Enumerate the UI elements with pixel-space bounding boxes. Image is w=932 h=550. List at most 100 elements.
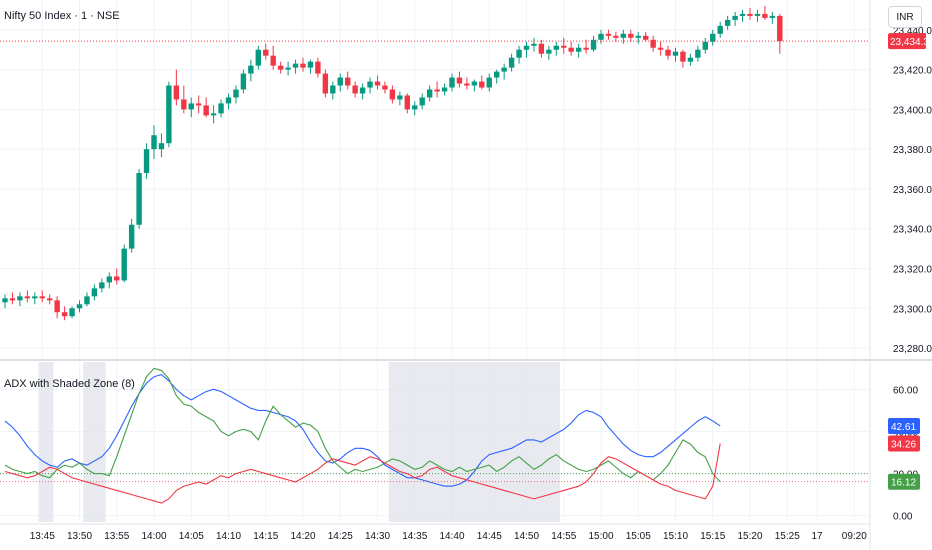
candle-body: [762, 13, 768, 18]
candle-body: [777, 15, 783, 42]
candle-body: [538, 43, 545, 54]
candle-body: [330, 85, 336, 94]
chart-title: Nifty 50 Index · 1 · NSE: [4, 10, 120, 22]
candle-body: [181, 99, 187, 110]
candle-body: [285, 67, 291, 70]
candle-body: [419, 97, 425, 106]
di_minus-line: [4, 443, 721, 504]
candle-body: [754, 13, 761, 16]
price-axis-tick-label: 23,320.00: [893, 265, 932, 276]
candle-body: [583, 47, 589, 50]
candle-body: [561, 45, 567, 48]
time-axis-tick-label: 14:40: [439, 531, 464, 542]
candle-body: [76, 304, 83, 309]
price-axis-tick-label: 23,340.00: [893, 225, 932, 236]
indicator-axis-tick-label: 0.00: [893, 512, 913, 523]
candle-body: [173, 85, 180, 100]
candle-body: [233, 89, 239, 98]
candle-body: [210, 113, 217, 116]
candle-body: [643, 35, 649, 40]
di_minus-value-badge: [888, 435, 920, 452]
grid: [0, 0, 870, 522]
candle-body: [188, 103, 194, 110]
candle-body: [516, 49, 522, 58]
candle-body: [628, 33, 634, 38]
candle-body: [598, 33, 604, 40]
time-axis-tick-label: 13:50: [67, 531, 92, 542]
candle-body: [575, 47, 582, 52]
candle-body: [650, 39, 656, 48]
di_minus-value-label: 34.26: [891, 440, 916, 451]
candle-body: [553, 45, 559, 50]
candle-body: [732, 15, 738, 20]
candle-body: [84, 296, 90, 305]
candle-body: [166, 85, 172, 144]
candle-body: [106, 276, 112, 283]
candle-body: [531, 43, 537, 46]
candle-body: [307, 61, 314, 68]
time-axis-tick-label: 15:15: [700, 531, 725, 542]
candle-body: [635, 35, 641, 38]
candle-body: [613, 35, 619, 38]
time-axis-tick-label: 15:05: [626, 531, 651, 542]
time-axis-tick-label: 14:30: [365, 531, 390, 542]
time-axis-tick-label: 15:10: [663, 531, 688, 542]
candle-body: [426, 89, 433, 98]
candle-body: [128, 224, 135, 249]
candle-body: [374, 81, 381, 86]
candle-body: [114, 276, 120, 281]
candle-body: [121, 248, 127, 281]
price-axis-tick-label: 23,300.00: [893, 304, 932, 315]
candle-body: [196, 103, 202, 106]
candle-body: [17, 296, 23, 301]
price-axis-tick-label: 23,420.00: [893, 66, 932, 77]
candle-body: [277, 65, 284, 70]
candle-body: [322, 73, 329, 94]
candle-body: [24, 296, 31, 299]
candle-body: [724, 19, 731, 26]
price-axis-tick-label: 23,280.00: [893, 344, 932, 355]
candle-body: [717, 25, 723, 34]
candle-body: [747, 13, 753, 16]
candle-body: [337, 77, 343, 86]
candle-body: [397, 95, 403, 100]
price-axis-tick-label: 23,380.00: [893, 145, 932, 156]
candle-body: [404, 95, 410, 110]
candle-body: [665, 49, 671, 56]
price-axis-tick-label: 23,440.00: [893, 26, 932, 37]
candle-body: [769, 15, 776, 18]
candle-body: [441, 87, 448, 92]
candle-body: [255, 49, 261, 66]
candle-body: [695, 49, 701, 58]
candle-body: [702, 41, 708, 50]
candle-body: [389, 89, 396, 100]
candle-body: [546, 49, 552, 54]
candle-body: [434, 89, 440, 92]
candle-body: [315, 61, 321, 74]
candle-body: [590, 39, 597, 50]
candle-body: [91, 288, 98, 297]
candle-body: [620, 33, 627, 38]
time-axis-tick-label: 15:00: [588, 531, 613, 542]
time-axis-tick-label: 13:45: [30, 531, 55, 542]
time-axis-tick-label: 14:20: [290, 531, 315, 542]
candle-body: [710, 33, 716, 42]
candle-body: [32, 296, 38, 299]
candle-body: [292, 63, 299, 68]
indicator-title[interactable]: ADX with Shaded Zone (8): [4, 378, 135, 390]
candle-body: [54, 300, 60, 313]
candle-body: [39, 296, 45, 299]
currency-button[interactable]: INR: [888, 6, 922, 28]
candle-body: [345, 77, 351, 86]
candle-body: [508, 57, 515, 68]
time-axis-tick-label: 14:05: [179, 531, 204, 542]
adx-line: [4, 374, 721, 487]
candle-body: [158, 143, 165, 150]
candle-body: [61, 312, 68, 317]
candle-body: [501, 67, 507, 72]
time-axis-tick-label: 14:50: [514, 531, 539, 542]
candle-body: [225, 97, 232, 104]
candle-body: [359, 87, 366, 94]
candle-body: [449, 77, 455, 88]
